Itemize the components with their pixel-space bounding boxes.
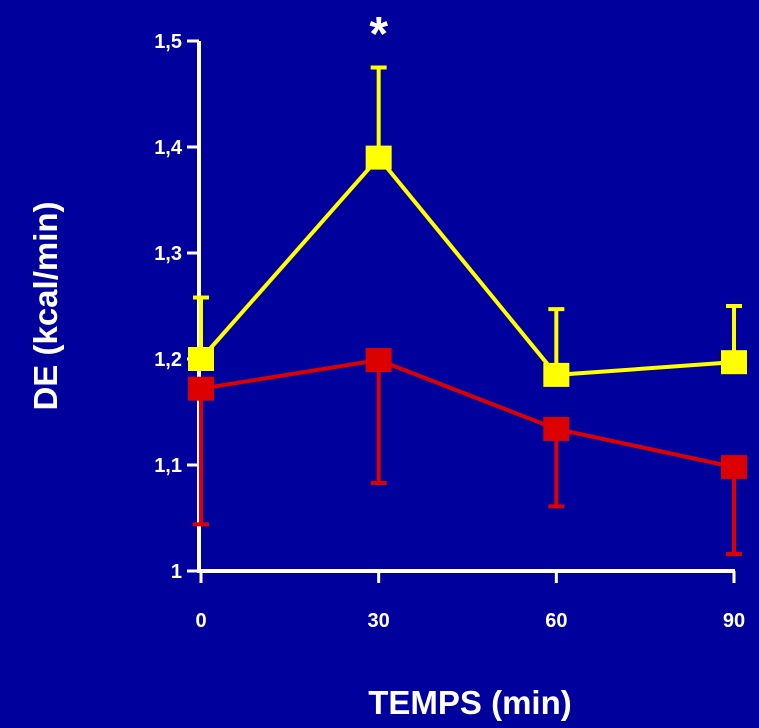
y-tick-label: 1,1 xyxy=(154,455,182,477)
series-layer xyxy=(188,65,747,557)
significance-annotation: * xyxy=(369,8,388,61)
data-point xyxy=(543,362,570,387)
x-axis-title: TEMPS (min) xyxy=(368,684,572,721)
data-point xyxy=(721,350,747,375)
y-tick-label: 1,5 xyxy=(154,31,182,53)
y-axis-ticks: 1 1,1 1,2 1,3 1,4 1,5 xyxy=(154,31,199,583)
series-2 xyxy=(188,348,747,557)
data-point xyxy=(188,376,214,401)
x-tick-label: 30 xyxy=(368,610,390,632)
y-tick-label: 1,4 xyxy=(154,137,183,159)
data-point xyxy=(365,145,392,170)
series-line xyxy=(200,357,735,470)
data-point xyxy=(721,455,747,480)
series-1 xyxy=(188,65,747,387)
y-axis-title: DE (kcal/min) xyxy=(27,201,64,410)
data-point xyxy=(365,348,392,373)
y-tick-label: 1,2 xyxy=(154,349,182,371)
x-tick-label: 90 xyxy=(723,610,745,632)
data-point xyxy=(188,347,214,371)
series-line xyxy=(199,154,735,377)
x-tick-label: 0 xyxy=(195,610,206,632)
y-tick-label: 1 xyxy=(171,561,182,583)
x-tick-label: 60 xyxy=(545,610,567,632)
data-point xyxy=(543,416,570,441)
y-tick-label: 1,3 xyxy=(154,243,182,265)
x-axis-ticks: 0 30 60 90 xyxy=(195,571,745,632)
